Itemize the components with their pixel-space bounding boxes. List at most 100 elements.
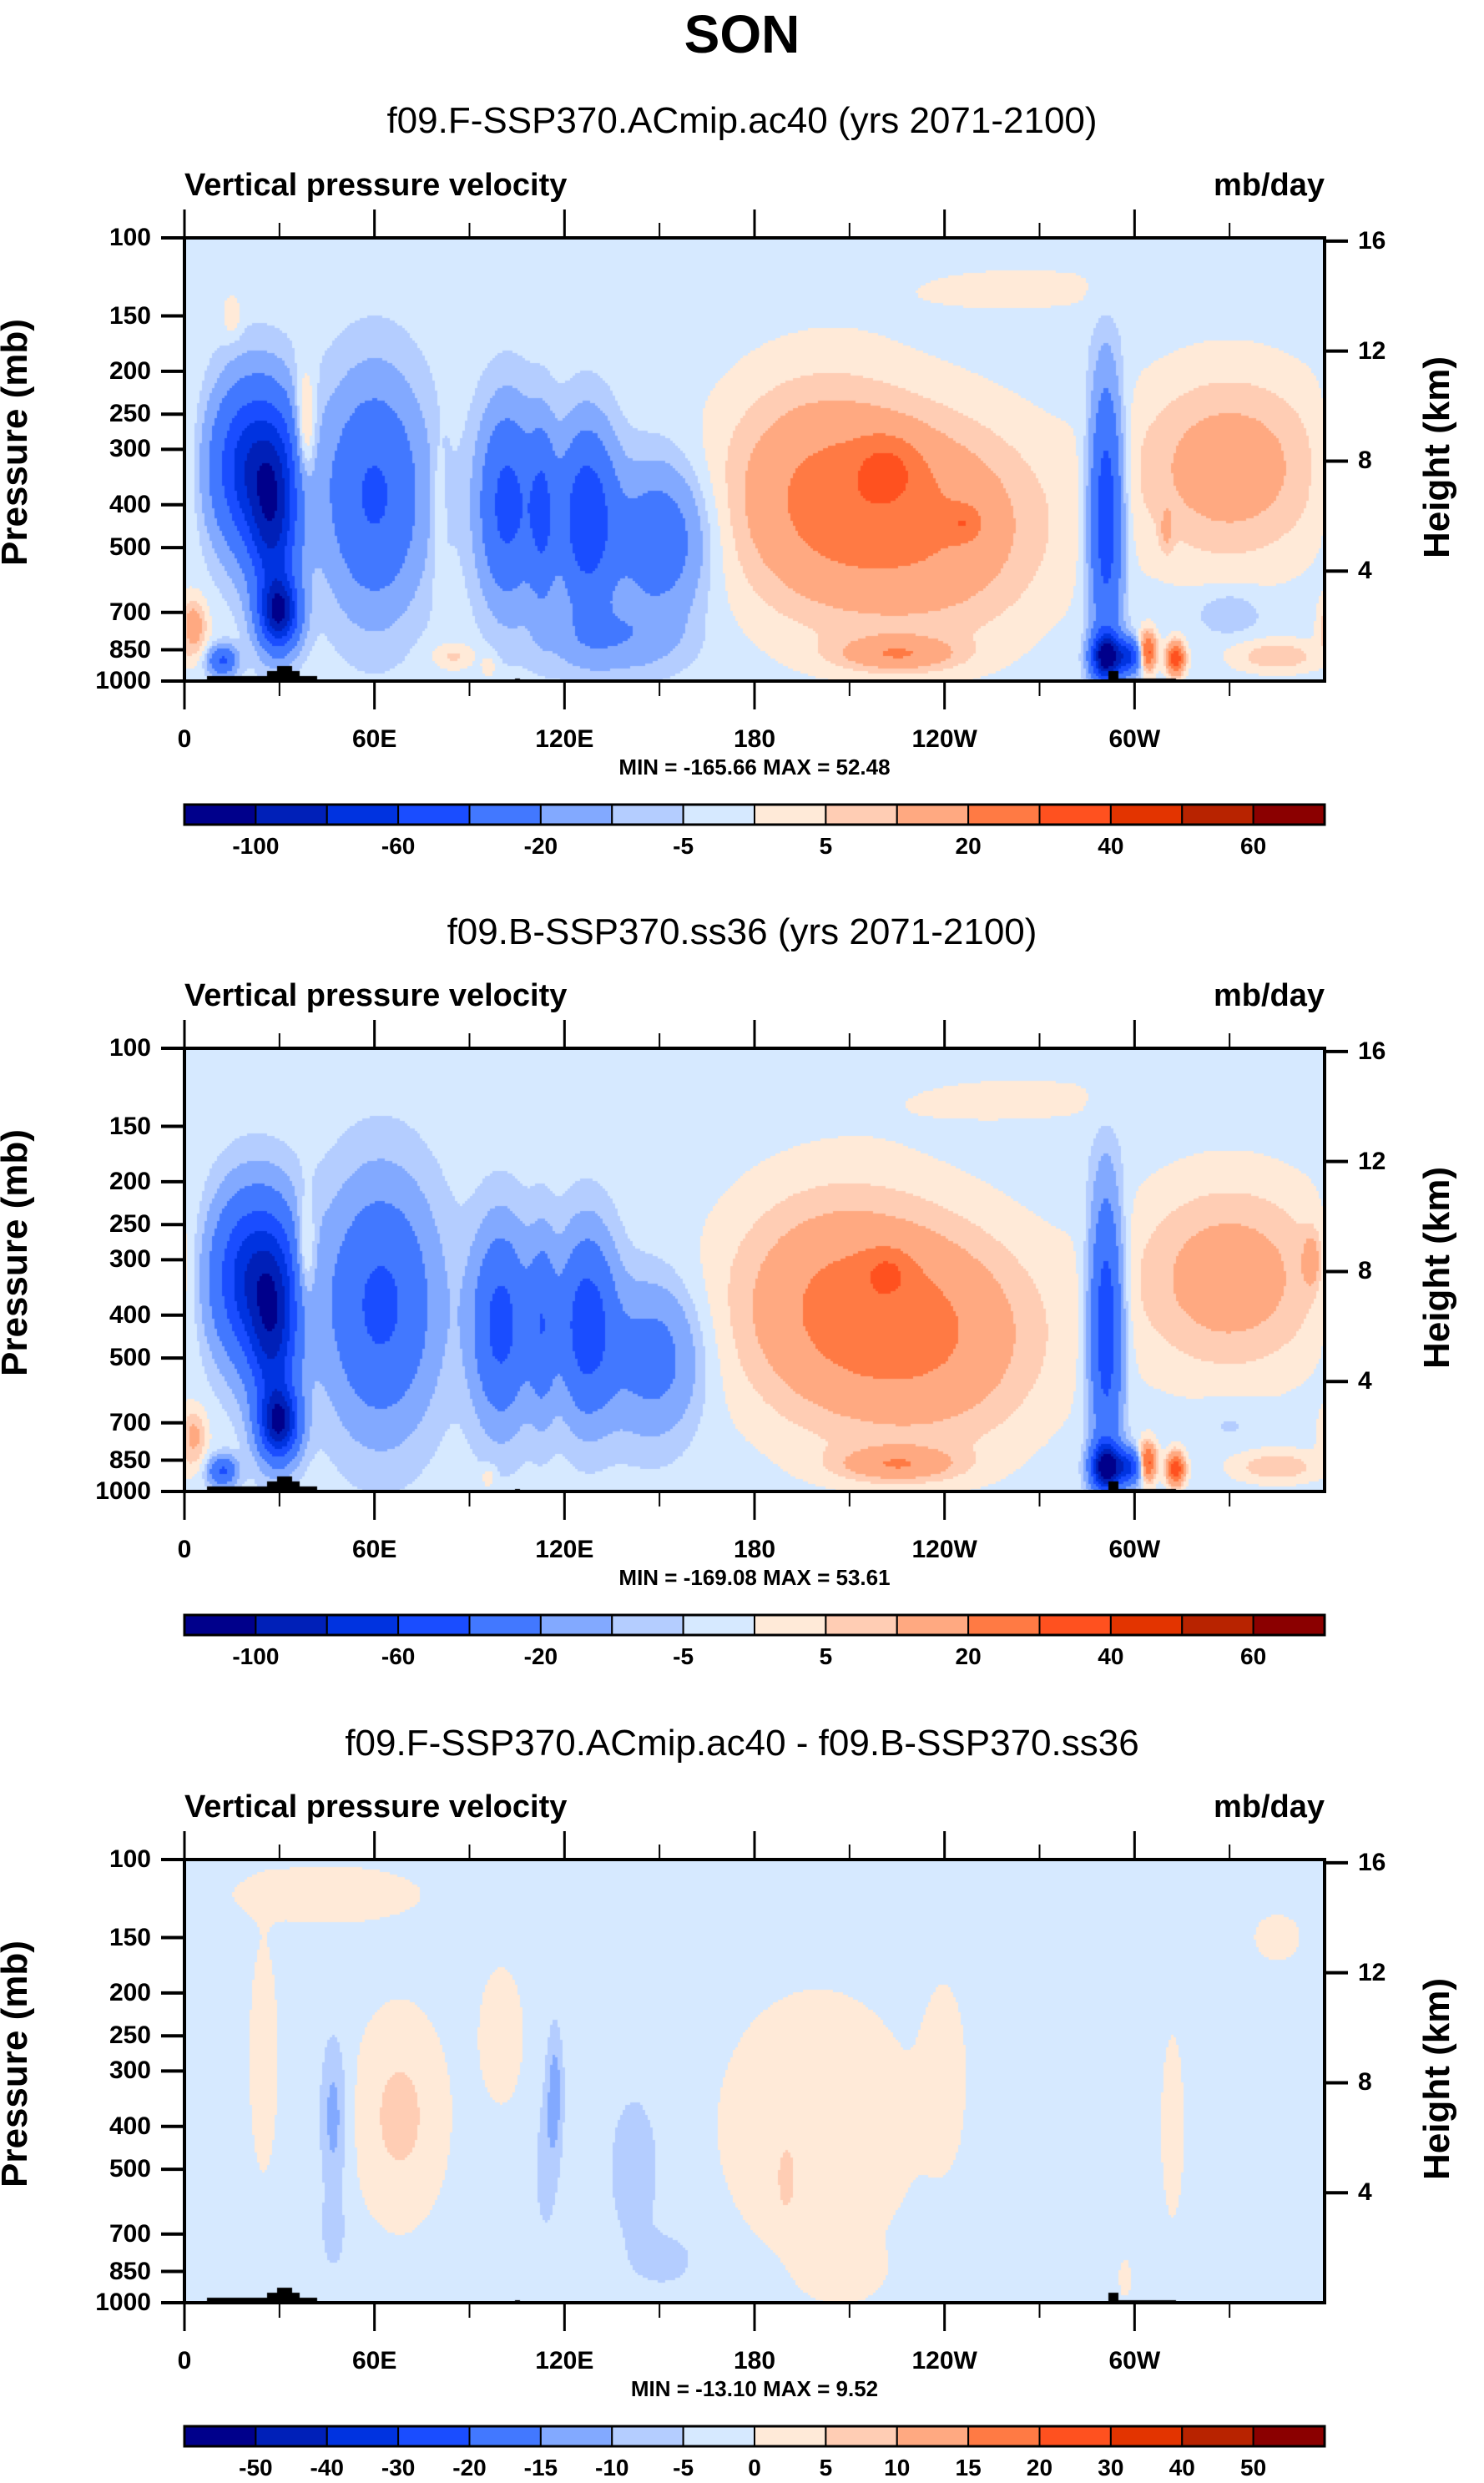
colorbar-box [539, 804, 613, 825]
colorbar-label: -5 [673, 2455, 694, 2480]
colorbar-box [326, 2425, 400, 2447]
colorbar-box [326, 1614, 400, 1636]
height-tick-label: 12 [1358, 336, 1386, 365]
lon-tick-label: 180 [733, 725, 776, 753]
pressure-tick-label: 150 [109, 1112, 151, 1140]
colorbar-label: 40 [1169, 2455, 1195, 2480]
colorbar-box [1038, 804, 1112, 825]
pressure-tick-label: 500 [109, 2155, 151, 2183]
colorbar-label: -30 [381, 2455, 416, 2480]
lon-tick-label: 0 [177, 725, 192, 753]
lon-tick-label: 60E [351, 1536, 397, 1563]
colorbar-box [1109, 2425, 1184, 2447]
pressure-tick-label: 250 [109, 1210, 151, 1239]
pressure-axis-title: Pressure (mb) [0, 1940, 35, 2188]
colorbar-label: -15 [523, 2455, 558, 2480]
colorbar-label: 15 [955, 2455, 982, 2480]
colorbar-label: 60 [1240, 833, 1267, 859]
pressure-tick-label: 200 [109, 356, 151, 385]
pressure-tick-label: 1000 [95, 667, 151, 694]
lon-tick-label: 120W [911, 1536, 977, 1563]
colorbar-box [539, 1614, 613, 1636]
height-tick-label: 8 [1358, 1257, 1372, 1285]
contour-field [184, 1048, 1325, 1491]
lon-tick-label: 180 [733, 1536, 776, 1563]
pressure-tick-label: 100 [109, 1845, 151, 1873]
pressure-tick-label: 850 [109, 1446, 151, 1474]
lon-tick-label: 60W [1108, 1536, 1161, 1563]
colorbar-box [896, 2425, 970, 2447]
left-string: Vertical pressure velocity [184, 978, 568, 1013]
colorbar-label: -20 [452, 2455, 487, 2480]
colorbar-label: 5 [819, 833, 833, 859]
right-string: mb/day [1213, 1789, 1325, 1824]
colorbar-label: -100 [232, 1643, 280, 1669]
height-tick-label: 4 [1358, 2178, 1372, 2207]
height-tick-label: 16 [1358, 226, 1386, 255]
pressure-tick-label: 300 [109, 2057, 151, 2085]
colorbar-label: -5 [673, 1643, 694, 1669]
colorbar-box [967, 2425, 1041, 2447]
colorbar-box [539, 2425, 613, 2447]
pressure-tick-label: 700 [109, 2219, 151, 2248]
colorbar-box [397, 2425, 471, 2447]
pressure-tick-label: 150 [109, 1923, 151, 1951]
lon-tick-label: 0 [177, 1536, 192, 1563]
colorbar-box [754, 804, 827, 825]
colorbar-label: 10 [884, 2455, 911, 2480]
lon-tick-label: 0 [177, 2347, 192, 2374]
lon-tick-label: 60E [351, 725, 397, 753]
colorbar-box [611, 2425, 684, 2447]
lon-tick-label: 120E [535, 1536, 594, 1563]
colorbar-label: -40 [310, 2455, 344, 2480]
colorbar-label: -10 [595, 2455, 629, 2480]
panel-title: f09.F-SSP370.ACmip.ac40 - f09.B-SSP370.s… [345, 1723, 1139, 1764]
height-tick-label: 4 [1358, 557, 1372, 585]
colorbar-box [468, 2425, 542, 2447]
colorbar-frame [183, 2425, 1326, 2448]
colorbar-label: -60 [381, 1643, 416, 1669]
colorbar-frame [183, 1613, 1326, 1637]
min-max-text: MIN = -165.66 MAX = 52.48 [618, 754, 891, 780]
pressure-tick-label: 100 [109, 1034, 151, 1062]
colorbar-label: 50 [1240, 2455, 1267, 2480]
right-string: mb/day [1213, 168, 1325, 203]
colorbar-box [468, 1614, 542, 1636]
pressure-tick-label: 400 [109, 1300, 151, 1329]
colorbar-frame [183, 803, 1326, 826]
colorbar-label: 40 [1098, 1643, 1124, 1669]
contour-field [184, 238, 1325, 681]
colorbar-box [397, 1614, 471, 1636]
colorbar-box [682, 2425, 755, 2447]
height-tick-label: 16 [1358, 1037, 1386, 1065]
height-tick-label: 12 [1358, 1958, 1386, 1986]
colorbar-label: 5 [819, 2455, 833, 2480]
pressure-tick-label: 700 [109, 598, 151, 626]
pressure-tick-label: 250 [109, 400, 151, 428]
lon-tick-label: 180 [733, 2347, 776, 2374]
pressure-tick-label: 300 [109, 435, 151, 463]
colorbar-box [326, 804, 400, 825]
colorbar-label: -5 [673, 833, 694, 859]
colorbar-box [468, 804, 542, 825]
pressure-tick-label: 500 [109, 533, 151, 562]
colorbar-label: -50 [239, 2455, 273, 2480]
colorbar-label: 0 [748, 2455, 761, 2480]
height-tick-label: 4 [1358, 1367, 1372, 1395]
min-max-text: MIN = -169.08 MAX = 53.61 [618, 1565, 891, 1590]
lon-tick-label: 120W [911, 725, 977, 753]
colorbar-label: 20 [955, 1643, 982, 1669]
colorbar-label: -100 [232, 833, 280, 859]
colorbar-box [255, 804, 328, 825]
colorbar-box [1252, 2425, 1325, 2447]
colorbar-box [1038, 2425, 1112, 2447]
colorbar-label: 20 [955, 833, 982, 859]
lon-tick-label: 60E [351, 2347, 397, 2374]
colorbar-box [184, 2425, 257, 2447]
colorbar-box [967, 804, 1041, 825]
left-string: Vertical pressure velocity [184, 1789, 568, 1824]
panel-title: f09.B-SSP370.ss36 (yrs 2071-2100) [447, 911, 1037, 952]
contour-field [184, 1860, 1325, 2303]
